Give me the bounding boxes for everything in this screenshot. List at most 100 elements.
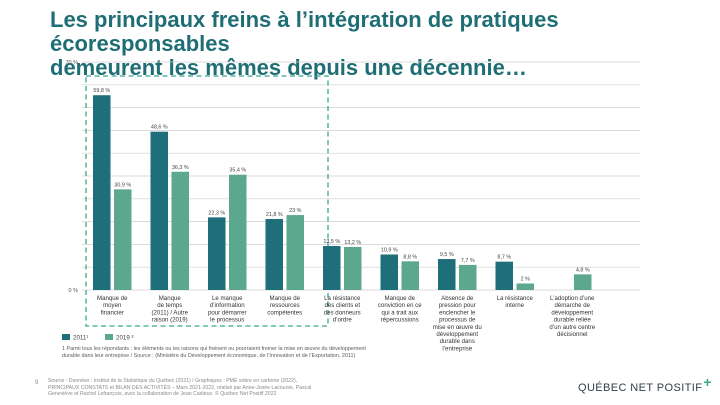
category-label: Manque de moyen financier [97, 295, 128, 316]
category-label-line: enclencher le [439, 309, 476, 316]
bar-2019 [114, 189, 132, 290]
category-label: Manque de temps (2011) / Autre raison (2019… [152, 295, 189, 324]
category-label-line: pression pour [439, 302, 476, 309]
bar-2019 [574, 274, 592, 290]
category-label-line: Manque de [270, 295, 301, 302]
bar-2019 [344, 247, 362, 290]
highlight-box [85, 75, 329, 327]
category-label-line: pour démarrer [208, 309, 247, 316]
category-label-line: financier [101, 309, 124, 316]
bar-2019 [229, 174, 247, 290]
source-line-2: PRINCIPAUX CONSTATS et BILAN DES ACTIVIT… [48, 384, 312, 391]
category-label: Le manque d’information pour démarrer le pr… [208, 295, 247, 324]
bar-2011 [323, 246, 341, 290]
legend-swatch-2019 [105, 334, 113, 340]
data-label: 8,8 % [403, 254, 417, 260]
category-label-line: d’un autre centre [549, 324, 595, 331]
category-label-line: le processus [210, 317, 244, 324]
category-label-line: développement [551, 309, 593, 316]
category-label-line: L’adoption d’une [550, 295, 595, 302]
category-label-line: raison (2019) [152, 317, 188, 324]
data-label: 48,6 % [151, 125, 168, 131]
category-label-line: l’entreprise [442, 345, 472, 352]
data-label: 59,8 % [93, 88, 110, 94]
legend-label: 2019 ² [116, 335, 134, 342]
bar-2019 [171, 171, 189, 290]
y-tick-label: 0 % [69, 288, 79, 294]
bar-2011 [380, 254, 398, 290]
data-label: 23 % [289, 208, 301, 214]
category-label-line: La résistance [497, 295, 534, 302]
bar-2019 [459, 264, 477, 290]
bar-2011 [495, 261, 513, 290]
source-line-3: Geneviève et Rachel Lefrançois, avec la … [48, 391, 277, 398]
category-label-line: (2011) / Autre [152, 309, 189, 316]
slide-title: Les principaux freins à l’intégration de… [50, 8, 710, 80]
logo-plus-icon: + [703, 374, 712, 390]
category-label: La résistance des clients et des donneurs d… [324, 295, 361, 324]
category-label-line: Manque de [385, 295, 416, 302]
data-label: 9,5 % [440, 252, 454, 258]
data-label: 21,8 % [266, 212, 283, 218]
category-label-line: La résistance [324, 295, 361, 302]
category-label-line: Le manque [212, 295, 243, 302]
source-line-1: Source : Données : Institut de la Statis… [48, 378, 298, 384]
bar-2011 [150, 131, 168, 290]
category-label-line: moyen [103, 302, 121, 309]
bar-2011 [93, 95, 111, 290]
category-label: La résistance interne [497, 295, 534, 309]
category-label-line: répercussions [381, 317, 419, 324]
data-label: 35,4 % [229, 168, 246, 174]
category-label: Manque de conviction en ce qui a trait aux… [378, 295, 422, 324]
footnote-line-2: durable dans leur entreprise / Source : … [62, 352, 356, 359]
category-label-line: Manque de [97, 295, 128, 302]
category-label-line: qui a trait aux [381, 309, 418, 316]
quebec-net-positif-logo: QUÉBEC NET POSITIF+ [578, 374, 712, 394]
category-label-line: ressources [270, 302, 300, 309]
category-label-line: démarche de [554, 302, 590, 309]
category-label-line: développement [436, 331, 478, 338]
category-label-line: conviction en ce [378, 302, 422, 309]
category-label-line: des donneurs [324, 309, 361, 316]
data-label: 36,3 % [172, 165, 189, 171]
category-label-line: d’ordre [333, 317, 353, 324]
footnote-line-1: 1 Parmi tous les répondants : les élémen… [62, 346, 366, 352]
category-label-line: interne [505, 302, 524, 309]
source-citation: Source : Données : Institut de la Statis… [48, 378, 408, 398]
category-label-line: décisionnel [557, 331, 588, 338]
category-label-line: mise en œuvre du [433, 324, 482, 331]
data-label: 22,3 % [208, 210, 225, 216]
page-number: 9 [35, 380, 39, 386]
category-label-line: processus de [439, 317, 476, 324]
bar-2019 [516, 283, 534, 290]
bar-2019 [401, 261, 419, 290]
data-label: 8,7 % [497, 255, 511, 261]
category-label-line: Absence de [441, 295, 474, 302]
slide-title-line-1: Les principaux freins à l’intégration de… [50, 7, 559, 56]
legend-swatch-2011 [62, 334, 70, 340]
data-label: 10,9 % [381, 247, 398, 253]
legend-label: 2011¹ [73, 335, 88, 342]
data-label: 13,2 % [344, 240, 361, 246]
footnote: 1 Parmi tous les répondants : les élémen… [62, 346, 492, 359]
category-label-line: Manque [159, 295, 182, 302]
bar-2011 [208, 217, 226, 290]
bar-2011 [438, 259, 456, 290]
category-label-line: compétentes [267, 309, 302, 316]
category-label-line: des clients et [324, 302, 360, 309]
data-label: 7,7 % [461, 258, 475, 264]
bar-2019 [286, 215, 304, 290]
category-label: Manque de ressources compétentes [267, 295, 302, 316]
category-label-line: d’information [210, 302, 245, 309]
y-tick-label: 70 % [65, 60, 78, 66]
category-label-line: de temps [157, 302, 182, 309]
bar-2011 [265, 218, 283, 290]
category-label: L’adoption d’une démarche de développement… [549, 295, 595, 338]
category-label-line: durable reliée [554, 317, 592, 324]
data-label: 2 % [521, 276, 530, 282]
category-label-line: durable dans [440, 338, 475, 345]
logo-text: QUÉBEC NET POSITIF [578, 382, 703, 394]
data-label: 4,8 % [576, 267, 590, 273]
data-label: 30,9 % [114, 182, 131, 188]
